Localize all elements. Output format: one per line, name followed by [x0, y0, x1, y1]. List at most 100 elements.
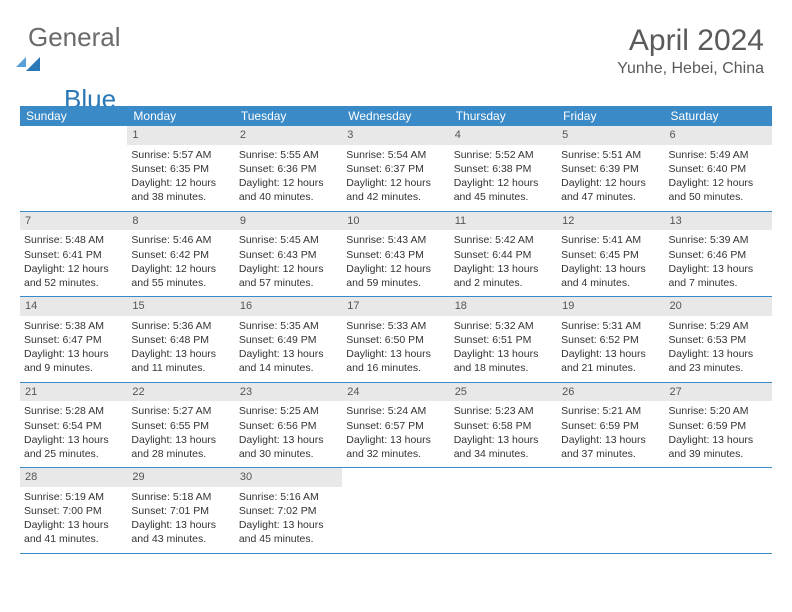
day-cell: [557, 468, 664, 553]
week-row: 1Sunrise: 5:57 AMSunset: 6:35 PMDaylight…: [20, 126, 772, 212]
day-cell: 26Sunrise: 5:21 AMSunset: 6:59 PMDayligh…: [557, 383, 664, 468]
sunrise-text: Sunrise: 5:35 AM: [239, 319, 338, 333]
day-number: 22: [127, 383, 234, 402]
day-number: 19: [557, 297, 664, 316]
daylight-text: Daylight: 13 hours: [454, 262, 553, 276]
sunrise-text: Sunrise: 5:48 AM: [24, 233, 123, 247]
day-number: 7: [20, 212, 127, 231]
day-number: 12: [557, 212, 664, 231]
day-cell: 24Sunrise: 5:24 AMSunset: 6:57 PMDayligh…: [342, 383, 449, 468]
day-cell: 7Sunrise: 5:48 AMSunset: 6:41 PMDaylight…: [20, 212, 127, 297]
daylight-text: and 45 minutes.: [454, 190, 553, 204]
sunrise-text: Sunrise: 5:20 AM: [669, 404, 768, 418]
sunrise-text: Sunrise: 5:52 AM: [454, 148, 553, 162]
day-cell: 12 Sunrise: 5:41 AMSunset: 6:45 PMDayligh…: [557, 212, 664, 297]
daylight-text: Daylight: 13 hours: [24, 347, 123, 361]
day-cell: [665, 468, 772, 553]
sunset-text: Sunset: 6:36 PM: [239, 162, 338, 176]
daylight-text: and 50 minutes.: [669, 190, 768, 204]
day-cell: [20, 126, 127, 211]
day-cell: 9Sunrise: 5:45 AMSunset: 6:43 PMDaylight…: [235, 212, 342, 297]
sunrise-text: Sunrise: 5:33 AM: [346, 319, 445, 333]
daylight-text: and 40 minutes.: [239, 190, 338, 204]
daylight-text: Daylight: 13 hours: [669, 262, 768, 276]
sunrise-text: Sunrise: 5:41 AM: [561, 233, 660, 247]
daylight-text: Daylight: 13 hours: [669, 433, 768, 447]
sunrise-text: Sunrise: 5:43 AM: [346, 233, 445, 247]
day-number: 10: [342, 212, 449, 231]
sunrise-text: Sunrise: 5:32 AM: [454, 319, 553, 333]
sunrise-text: Sunrise: 5:36 AM: [131, 319, 230, 333]
daylight-text: Daylight: 13 hours: [561, 433, 660, 447]
day-cell: 8Sunrise: 5:46 AMSunset: 6:42 PMDaylight…: [127, 212, 234, 297]
daylight-text: Daylight: 13 hours: [131, 347, 230, 361]
day-number: 23: [235, 383, 342, 402]
sunset-text: Sunset: 6:51 PM: [454, 333, 553, 347]
sunset-text: Sunset: 6:41 PM: [24, 248, 123, 262]
daylight-text: Daylight: 13 hours: [239, 518, 338, 532]
day-number: 27: [665, 383, 772, 402]
daylight-text: and 21 minutes.: [561, 361, 660, 375]
sunset-text: Sunset: 6:50 PM: [346, 333, 445, 347]
sunset-text: Sunset: 6:46 PM: [669, 248, 768, 262]
day-cell: 21Sunrise: 5:28 AMSunset: 6:54 PMDayligh…: [20, 383, 127, 468]
dayname: Sunday: [20, 106, 127, 126]
daylight-text: Daylight: 13 hours: [561, 262, 660, 276]
day-number: 24: [342, 383, 449, 402]
daylight-text: Daylight: 13 hours: [24, 518, 123, 532]
sunset-text: Sunset: 7:01 PM: [131, 504, 230, 518]
sunrise-text: Sunrise: 5:57 AM: [131, 148, 230, 162]
day-number: 17: [342, 297, 449, 316]
sunset-text: Sunset: 6:39 PM: [561, 162, 660, 176]
daylight-text: and 4 minutes.: [561, 276, 660, 290]
daylight-text: and 7 minutes.: [669, 276, 768, 290]
day-number: 26: [557, 383, 664, 402]
daylight-text: Daylight: 13 hours: [346, 433, 445, 447]
sunrise-text: Sunrise: 5:38 AM: [24, 319, 123, 333]
dayname: Tuesday: [235, 106, 342, 126]
day-cell: 6Sunrise: 5:49 AMSunset: 6:40 PMDaylight…: [665, 126, 772, 211]
day-number: 25: [450, 383, 557, 402]
sunset-text: Sunset: 6:43 PM: [239, 248, 338, 262]
day-cell: 29Sunrise: 5:18 AMSunset: 7:01 PMDayligh…: [127, 468, 234, 553]
sunrise-text: Sunrise: 5:23 AM: [454, 404, 553, 418]
daylight-text: and 39 minutes.: [669, 447, 768, 461]
day-cell: 17Sunrise: 5:33 AMSunset: 6:50 PMDayligh…: [342, 297, 449, 382]
day-number: 29: [127, 468, 234, 487]
day-number: 13: [665, 212, 772, 231]
daylight-text: and 38 minutes.: [131, 190, 230, 204]
day-cell: 15Sunrise: 5:36 AMSunset: 6:48 PMDayligh…: [127, 297, 234, 382]
daylight-text: Daylight: 12 hours: [346, 176, 445, 190]
logo-triangle-icon: [26, 57, 40, 71]
sunrise-text: Sunrise: 5:21 AM: [561, 404, 660, 418]
location-subtitle: Yunhe, Hebei, China: [617, 60, 764, 78]
calendar: SundayMondayTuesdayWednesdayThursdayFrid…: [20, 106, 772, 554]
daylight-text: Daylight: 12 hours: [454, 176, 553, 190]
sunset-text: Sunset: 6:43 PM: [346, 248, 445, 262]
daylight-text: and 28 minutes.: [131, 447, 230, 461]
dayname: Wednesday: [342, 106, 449, 126]
daylight-text: and 43 minutes.: [131, 532, 230, 546]
day-number: 11: [450, 212, 557, 231]
day-number: 28: [20, 468, 127, 487]
daylight-text: and 47 minutes.: [561, 190, 660, 204]
daylight-text: Daylight: 12 hours: [561, 176, 660, 190]
sunset-text: Sunset: 6:45 PM: [561, 248, 660, 262]
day-number: 30: [235, 468, 342, 487]
day-cell: 2Sunrise: 5:55 AMSunset: 6:36 PMDaylight…: [235, 126, 342, 211]
day-cell: 23Sunrise: 5:25 AMSunset: 6:56 PMDayligh…: [235, 383, 342, 468]
weeks-container: 1Sunrise: 5:57 AMSunset: 6:35 PMDaylight…: [20, 126, 772, 554]
sunrise-text: Sunrise: 5:24 AM: [346, 404, 445, 418]
sunset-text: Sunset: 6:37 PM: [346, 162, 445, 176]
daylight-text: Daylight: 12 hours: [131, 262, 230, 276]
sunset-text: Sunset: 6:38 PM: [454, 162, 553, 176]
day-number: 16: [235, 297, 342, 316]
dayname: Monday: [127, 106, 234, 126]
sunrise-text: Sunrise: 5:16 AM: [239, 490, 338, 504]
day-cell: 10Sunrise: 5:43 AMSunset: 6:43 PMDayligh…: [342, 212, 449, 297]
day-cell: 27Sunrise: 5:20 AMSunset: 6:59 PMDayligh…: [665, 383, 772, 468]
sunset-text: Sunset: 6:47 PM: [24, 333, 123, 347]
daylight-text: Daylight: 13 hours: [239, 433, 338, 447]
sunset-text: Sunset: 6:44 PM: [454, 248, 553, 262]
day-cell: 30Sunrise: 5:16 AMSunset: 7:02 PMDayligh…: [235, 468, 342, 553]
